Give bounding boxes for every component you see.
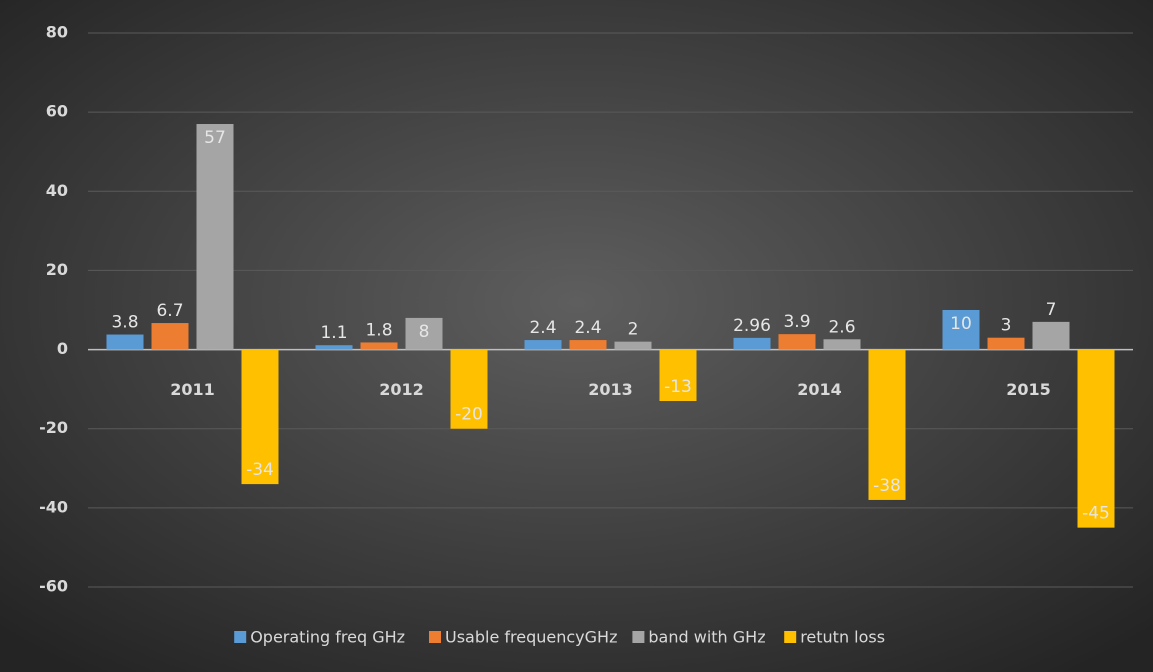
data-label: -38 (873, 476, 901, 496)
data-label: -45 (1082, 504, 1110, 524)
legend-label: band with GHz (648, 628, 765, 647)
data-label: 1.8 (365, 320, 392, 340)
y-tick-label: 80 (46, 23, 68, 42)
data-label: 2.6 (828, 317, 855, 337)
x-tick-label: 2014 (797, 380, 842, 399)
y-tick-label: 60 (46, 102, 68, 121)
data-label: 57 (204, 128, 226, 148)
data-label: -34 (246, 460, 274, 480)
data-label: 3.8 (111, 313, 138, 333)
bar (569, 340, 607, 350)
bar (315, 345, 353, 350)
data-label: 8 (419, 322, 430, 342)
data-label: 10 (950, 314, 972, 334)
data-label: 6.7 (156, 301, 183, 321)
legend-label: retutn loss (800, 628, 885, 647)
bar (868, 349, 906, 500)
bar (450, 349, 488, 429)
bar (241, 349, 279, 485)
legend-swatch (429, 631, 441, 643)
data-label: -13 (664, 377, 692, 397)
data-label: 2.96 (733, 316, 771, 336)
data-label: 2.4 (529, 318, 556, 338)
data-label: 3 (1001, 316, 1012, 336)
y-tick-label: -20 (39, 418, 68, 437)
y-tick-label: 20 (46, 260, 68, 279)
bar (987, 337, 1025, 350)
bar (405, 317, 443, 350)
bar (360, 342, 398, 350)
bar (614, 341, 652, 350)
bar (778, 334, 816, 350)
bar (823, 339, 861, 350)
legend-swatch (784, 631, 797, 643)
bar (151, 323, 189, 350)
x-tick-label: 2011 (170, 380, 215, 399)
bar (524, 340, 562, 350)
bar (942, 310, 980, 350)
bar (196, 124, 234, 350)
data-label: 3.9 (783, 312, 810, 332)
y-tick-label: -60 (39, 577, 68, 596)
x-tick-label: 2015 (1006, 380, 1051, 399)
legend-swatch (234, 631, 247, 643)
bar (106, 334, 144, 350)
y-tick-label: 40 (46, 181, 68, 200)
bar (659, 349, 697, 402)
bar (1032, 321, 1070, 350)
bar (1077, 349, 1115, 528)
data-label: 2 (628, 320, 639, 340)
y-tick-label: -40 (39, 497, 68, 516)
bar (733, 337, 771, 350)
y-tick-label: 0 (57, 339, 68, 358)
x-tick-label: 2012 (379, 380, 424, 399)
legend-label: Operating freq GHz (250, 628, 405, 647)
data-label: 7 (1046, 300, 1057, 320)
data-label: 2.4 (574, 318, 601, 338)
data-label: -20 (455, 405, 483, 425)
legend-label: Usable frequencyGHz (445, 628, 617, 647)
x-tick-label: 2013 (588, 380, 633, 399)
data-label: 1.1 (320, 323, 347, 343)
legend-swatch (632, 631, 645, 643)
